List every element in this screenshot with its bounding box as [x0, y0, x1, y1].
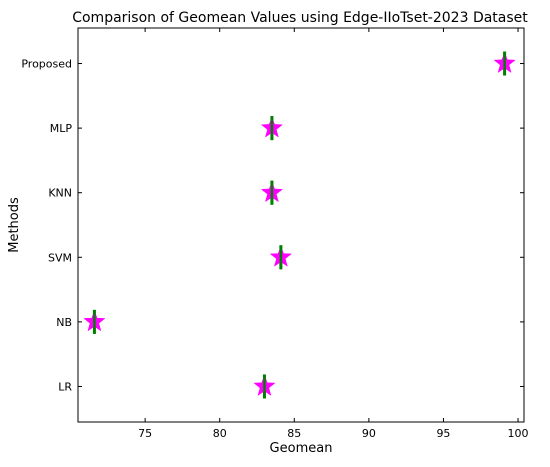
y-tick-label-lr: LR [58, 380, 72, 393]
x-tick-label: 90 [362, 427, 376, 440]
y-tick-label-proposed: Proposed [21, 58, 72, 71]
axes: 75 80 85 90 95 100 LR NB SVM KNN MLP Proposed [21, 28, 529, 440]
y-tick-label-knn: KNN [48, 187, 72, 200]
x-tick-label: 95 [436, 427, 450, 440]
chart-title: Comparison of Geomean Values using Edge-… [72, 10, 528, 26]
y-tick-label-mlp: MLP [50, 122, 73, 135]
x-tick-label: 75 [138, 427, 152, 440]
x-tick-label: 80 [213, 427, 227, 440]
y-tick-label-svm: SVM [48, 251, 72, 264]
x-tick-label: 100 [508, 427, 529, 440]
x-tick-label: 85 [287, 427, 301, 440]
data-points [83, 51, 516, 399]
plot-area [77, 27, 525, 423]
y-axis-label: Methods [7, 197, 22, 253]
x-axis-label: Geomean [270, 441, 333, 456]
y-tick-label-nb: NB [56, 316, 72, 329]
